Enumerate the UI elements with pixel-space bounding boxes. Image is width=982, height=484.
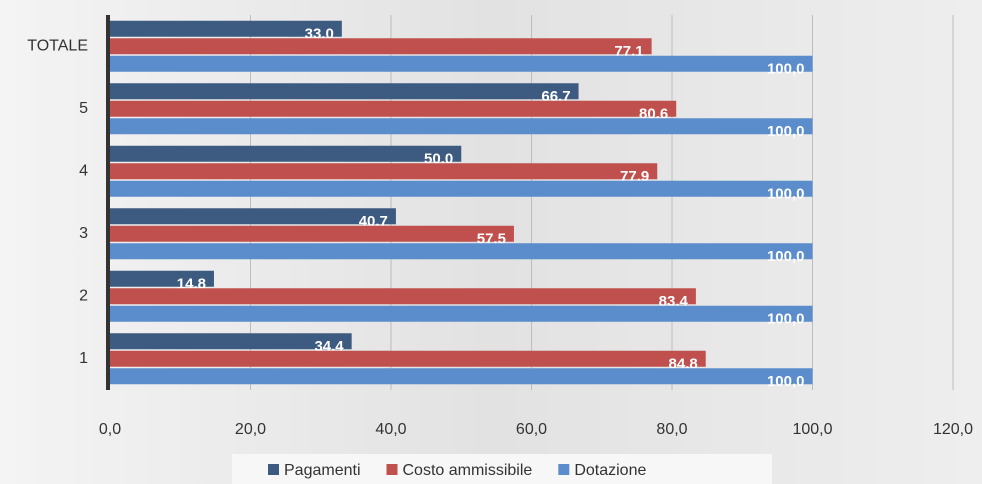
bar bbox=[110, 225, 514, 242]
value-label: 100,0 bbox=[767, 248, 805, 265]
bar bbox=[110, 243, 813, 260]
y-tick-label: 3 bbox=[79, 225, 88, 242]
value-label: 100,0 bbox=[767, 186, 805, 203]
value-label: 100,0 bbox=[767, 311, 805, 328]
bar bbox=[110, 208, 396, 225]
x-tick-label: 40,0 bbox=[375, 421, 406, 438]
bar bbox=[110, 288, 696, 305]
bar bbox=[110, 305, 813, 322]
x-tick-label: 0,0 bbox=[99, 421, 121, 438]
bar bbox=[110, 20, 342, 37]
x-tick-label: 80,0 bbox=[656, 421, 687, 438]
value-label: 100,0 bbox=[767, 373, 805, 390]
y-tick-label: 1 bbox=[79, 350, 88, 367]
y-tick-label: 5 bbox=[79, 100, 88, 117]
bar bbox=[110, 100, 677, 117]
bar bbox=[110, 180, 813, 197]
value-label: 100,0 bbox=[767, 123, 805, 140]
legend-swatch bbox=[558, 464, 570, 475]
legend-label: Costo ammissibile bbox=[403, 462, 533, 479]
bar bbox=[110, 145, 462, 162]
x-tick-label: 20,0 bbox=[235, 421, 266, 438]
bar bbox=[110, 270, 214, 287]
x-tick-label: 120,0 bbox=[933, 421, 973, 438]
bar bbox=[110, 83, 579, 100]
bar bbox=[110, 118, 813, 135]
legend-box bbox=[232, 454, 772, 484]
bar bbox=[110, 333, 352, 350]
y-tick-label: TOTALE bbox=[27, 37, 88, 54]
bar bbox=[110, 38, 652, 55]
x-tick-label: 60,0 bbox=[516, 421, 547, 438]
value-label: 100,0 bbox=[767, 61, 805, 78]
legend-label: Pagamenti bbox=[284, 462, 361, 479]
legend-label: Dotazione bbox=[574, 462, 646, 479]
bar bbox=[110, 350, 706, 367]
y-tick-label: 2 bbox=[79, 287, 88, 304]
bar bbox=[110, 368, 813, 385]
bar bbox=[110, 55, 813, 72]
x-tick-label: 100,0 bbox=[792, 421, 832, 438]
y-tick-label: 4 bbox=[79, 162, 88, 179]
bar bbox=[110, 163, 658, 180]
legend-swatch bbox=[386, 464, 398, 475]
legend-swatch bbox=[268, 464, 279, 475]
